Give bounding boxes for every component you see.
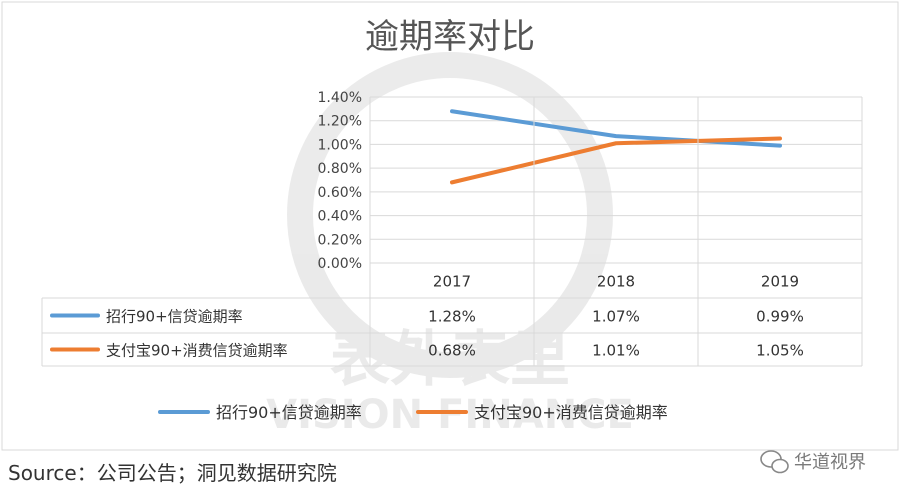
x-tick-label: 2019 [761, 273, 799, 291]
y-tick-label: 0.80% [318, 161, 362, 177]
data-label: 0.68% [428, 342, 476, 360]
data-table: 2017 2018 2019 招行90+信贷逾期率 1.28% 1.07% 0.99% 支付宝… [41, 97, 863, 367]
chart-title: 逾期率对比 [365, 17, 535, 57]
y-tick-label: 1.20% [318, 114, 362, 130]
legend: 招行90+信贷逾期率 支付宝90+消费信贷逾期率 [158, 403, 668, 422]
x-tick-label: 2018 [597, 273, 635, 291]
source-note: Source：公司公告；洞见数据研究院 [8, 461, 337, 485]
y-tick-label: 0.20% [318, 232, 362, 248]
brand-name: 华道视界 [794, 452, 866, 473]
y-tick-label: 0.40% [318, 209, 362, 225]
data-label: 0.99% [756, 308, 804, 326]
watermark-subtext: VISION FINANCE [266, 392, 634, 438]
data-label: 1.05% [756, 342, 804, 360]
data-label: 1.07% [592, 308, 640, 326]
y-tick-label: 1.00% [318, 137, 362, 153]
series-lines [450, 109, 782, 185]
brand: 华道视界 [760, 450, 866, 474]
watermark-ring [287, 52, 613, 378]
table-series-name: 招行90+信贷逾期率 [106, 308, 243, 326]
legend-label: 支付宝90+消费信贷逾期率 [474, 403, 668, 422]
data-label: 1.01% [592, 342, 640, 360]
legend-label: 招行90+信贷逾期率 [216, 403, 362, 422]
x-tick-label: 2017 [433, 273, 471, 291]
y-tick-label: 0.60% [318, 185, 362, 201]
y-axis-ticks: 0.00% 0.20% 0.40% 0.60% 0.80% 1.00% 1.20% 1.40% [318, 90, 362, 272]
table-series-name: 支付宝90+消费信贷逾期率 [106, 342, 288, 360]
wechat-icon [760, 450, 789, 474]
data-label: 1.28% [428, 308, 476, 326]
y-tick-label: 0.00% [318, 256, 362, 272]
series-line [450, 109, 782, 148]
chart-frame [1, 1, 899, 451]
y-tick-label: 1.40% [318, 90, 362, 106]
series-line [450, 136, 782, 185]
